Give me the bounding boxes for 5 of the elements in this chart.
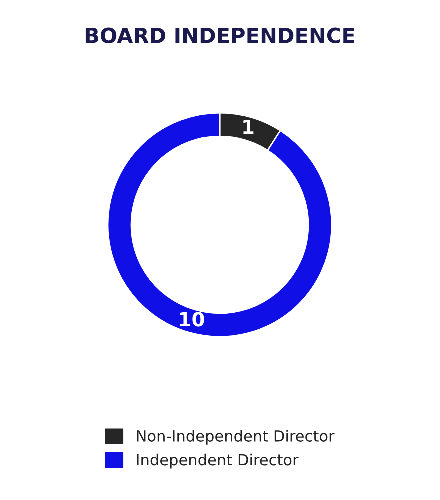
data-label: 1 [244, 120, 254, 134]
chart-title: BOARD INDEPENDENCE [86, 28, 354, 44]
legend-label: Non-Independent Director [137, 430, 335, 445]
data-label: 10 [180, 312, 204, 327]
legend-label: Independent Director [137, 454, 299, 469]
